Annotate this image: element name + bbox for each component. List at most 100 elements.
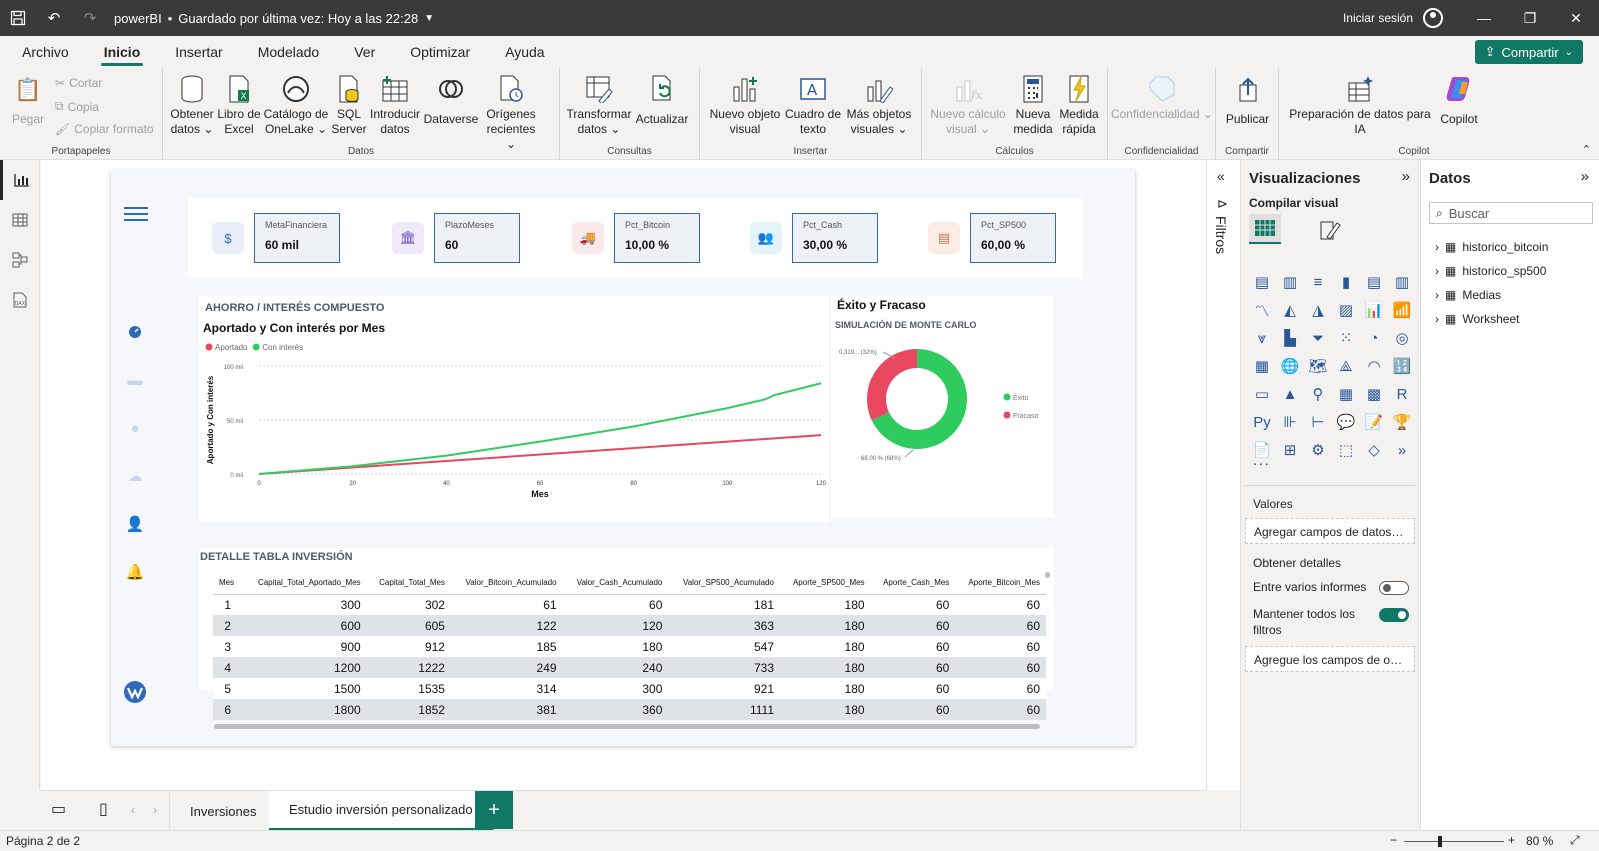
text-box-button[interactable]: A Cuadro de texto: [784, 74, 842, 137]
gauge-icon[interactable]: ◠: [1367, 358, 1381, 375]
data-table-item[interactable]: › ▦ Medias: [1435, 288, 1501, 302]
kpi-card[interactable]: 🏛 PlazoMeses 60: [392, 213, 520, 263]
column-header[interactable]: Valor_Bitcoin_Acumulado: [450, 572, 563, 595]
multi-card-icon[interactable]: ▭: [1254, 386, 1270, 403]
desktop-layout-icon[interactable]: ▭: [51, 801, 67, 818]
collapse-viz-icon[interactable]: »: [1401, 168, 1410, 185]
column-header[interactable]: Valor_SP500_Acumulado: [668, 572, 780, 595]
column-100-icon[interactable]: ▥: [1394, 274, 1410, 291]
column-header[interactable]: Valor_Cash_Acumulado: [562, 572, 669, 595]
table-icon[interactable]: ▦: [1338, 386, 1354, 403]
table-row[interactable]: 1 300 302 61 60 181 180 60 60: [213, 594, 1046, 615]
paginated-report-icon[interactable]: 📄: [1252, 442, 1272, 459]
ribbon-chart-icon[interactable]: ⩔: [1257, 329, 1267, 347]
publish-button[interactable]: Publicar: [1220, 74, 1275, 127]
donut-chart[interactable]: 0,319... (32%) 68,00 % (68%) Éxito Fracaso: [831, 336, 1053, 516]
tab-ayuda[interactable]: Ayuda: [505, 44, 545, 60]
line-clustered-icon[interactable]: 📶: [1392, 302, 1412, 319]
redo-icon[interactable]: ↷: [83, 10, 97, 27]
filters-label[interactable]: Filtros: [1213, 216, 1229, 255]
recent-sources-button[interactable]: Orígenes recientes ⌄: [481, 74, 541, 152]
format-visual-tab-icon[interactable]: [1315, 216, 1345, 244]
table-row[interactable]: 6 1800 1852 381 360 1111 180 60 60: [213, 699, 1046, 720]
narrative-icon[interactable]: 📝: [1364, 414, 1384, 431]
kpi-card[interactable]: 🚚 Pct_Bitcoin 10,00 %: [572, 213, 700, 263]
excel-button[interactable]: X Libro de Excel: [217, 74, 261, 137]
refresh-button[interactable]: Actualizar: [632, 74, 692, 127]
format-painter-button[interactable]: 🖌 Copiar formato: [55, 122, 154, 136]
zoom-out-button[interactable]: −: [1390, 833, 1398, 847]
enter-data-button[interactable]: Introducir datos: [369, 74, 421, 137]
add-page-button[interactable]: +: [475, 791, 513, 829]
kpi-icon[interactable]: ▲: [1282, 385, 1298, 403]
restore-icon[interactable]: ❐: [1523, 9, 1537, 26]
tab-ver[interactable]: Ver: [354, 44, 376, 60]
location-icon[interactable]: ●: [130, 419, 140, 437]
keep-filters-toggle[interactable]: [1379, 608, 1409, 622]
expand-filters-icon[interactable]: «: [1217, 168, 1225, 184]
collapse-ribbon-icon[interactable]: ⌃: [1581, 144, 1591, 156]
column-header[interactable]: Aporte_Bitcoin_Mes: [955, 572, 1046, 595]
more-visuals-button[interactable]: Más objetos visuales ⌄: [844, 74, 914, 137]
quick-measure-button[interactable]: Medida rápida: [1056, 74, 1102, 137]
zoom-slider-thumb[interactable]: [1438, 836, 1442, 847]
avatar-icon[interactable]: [1423, 8, 1443, 28]
azure-map-icon[interactable]: ⟁: [1339, 357, 1353, 375]
qa-icon[interactable]: 💬: [1336, 414, 1356, 431]
ai-data-prep-button[interactable]: Preparación de datos para IA: [1287, 74, 1433, 137]
collapse-data-icon[interactable]: »: [1580, 168, 1589, 185]
stacked-bar-icon[interactable]: ▤: [1254, 274, 1270, 291]
bar-100-icon[interactable]: ▤: [1366, 274, 1382, 291]
column-header[interactable]: Mes: [213, 572, 243, 595]
tab-optimizar[interactable]: Optimizar: [410, 44, 471, 60]
zoom-in-button[interactable]: +: [1508, 833, 1516, 847]
line-chart[interactable]: Aportado Con interés 0 mil 50 mil 100 mil 0 20…: [199, 322, 829, 522]
decomposition-tree-icon[interactable]: ⊢: [1311, 414, 1325, 431]
share-button[interactable]: ⇪ Compartir ⌄: [1474, 40, 1583, 64]
map-icon[interactable]: 🌐: [1280, 358, 1300, 375]
card-icon[interactable]: ▬: [127, 371, 143, 389]
stacked-area-icon[interactable]: ◮: [1312, 302, 1324, 319]
table-row[interactable]: 4 1200 1222 249 240 733 180 60 60: [213, 657, 1046, 678]
new-visual-button[interactable]: Nuevo objeto visual: [708, 74, 782, 137]
donut-chart-panel[interactable]: Éxito y Fracaso SIMULACIÓN DE MONTE CARL…: [831, 296, 1053, 518]
area-chart-icon[interactable]: ◭: [1284, 302, 1296, 319]
zoom-level[interactable]: 80 %: [1526, 834, 1554, 848]
values-drop-zone[interactable]: Agregar campos de datos a...: [1245, 518, 1415, 544]
data-table-item[interactable]: › ▦ Worksheet: [1435, 312, 1519, 326]
more-visuals-ellipsis[interactable]: ...: [1253, 452, 1271, 468]
hamburger-icon[interactable]: [123, 202, 149, 226]
data-table-item[interactable]: › ▦ historico_sp500: [1435, 264, 1546, 278]
waterfall-icon[interactable]: ▙: [1284, 330, 1296, 347]
card-icon[interactable]: 🔢: [1392, 358, 1412, 375]
report-view-icon[interactable]: [0, 160, 40, 200]
paste-button[interactable]: 📋 Pegar: [10, 74, 46, 127]
line-column-icon[interactable]: 📊: [1364, 302, 1384, 319]
drillthrough-drop-zone[interactable]: Agregue los campos de ob...: [1245, 646, 1415, 672]
dashboard-icon[interactable]: [123, 320, 147, 344]
python-visual-icon[interactable]: Py: [1253, 413, 1271, 431]
mobile-layout-icon[interactable]: ▯: [99, 801, 108, 818]
tab-modelado[interactable]: Modelado: [257, 44, 320, 60]
transform-data-button[interactable]: Transformar datos ⌄: [566, 74, 632, 137]
power-apps-icon[interactable]: ⊞: [1283, 442, 1297, 459]
onelake-button[interactable]: Catálogo de OneLake ⌄: [263, 74, 329, 137]
build-visual-tab-icon[interactable]: [1249, 214, 1281, 244]
column-header[interactable]: Capital_Total_Mes: [366, 572, 451, 595]
kpi-card[interactable]: $ MetaFinanciera 60 mil: [212, 213, 340, 263]
dataverse-button[interactable]: Dataverse: [423, 74, 479, 127]
column-header[interactable]: Capital_Total_Aportado_Mes: [242, 572, 367, 595]
fit-page-icon[interactable]: ⤢: [1570, 833, 1580, 847]
cloud-icon[interactable]: ☁: [127, 468, 143, 485]
new-measure-button[interactable]: Nueva medida: [1010, 74, 1056, 137]
arrow-chevron-icon[interactable]: »: [1397, 441, 1407, 459]
close-icon[interactable]: ✕: [1570, 9, 1582, 26]
diamond-icon[interactable]: ◇: [1368, 442, 1380, 459]
funnel-icon[interactable]: ⏷: [1311, 329, 1324, 347]
clustered-column-icon[interactable]: ▮: [1341, 274, 1351, 291]
kpi-card[interactable]: 👥 Pct_Cash 30,00 %: [750, 213, 878, 263]
donut-slice[interactable]: [871, 349, 967, 449]
donut-slice[interactable]: [867, 349, 917, 421]
pie-icon[interactable]: ◔: [1369, 329, 1379, 347]
slicer-icon[interactable]: ⚲: [1312, 386, 1324, 403]
